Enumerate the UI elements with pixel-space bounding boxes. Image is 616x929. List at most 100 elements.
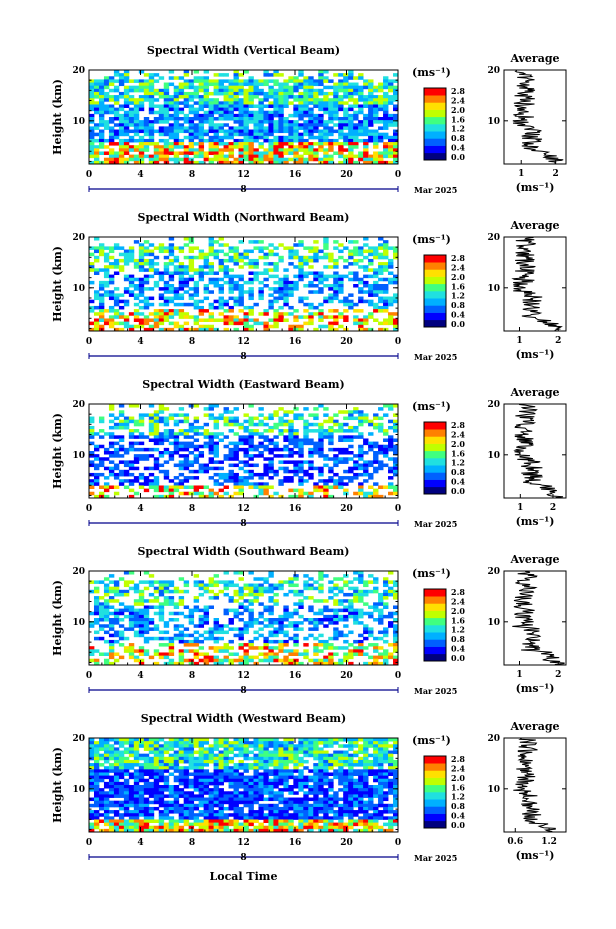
x-tick-label: 0: [395, 671, 401, 681]
colorbar-tick: 0.4: [451, 477, 465, 487]
y-tick-label: 10: [72, 284, 85, 294]
x-tick-label: 16: [289, 170, 302, 180]
avg-x-axis-label: (ms⁻¹): [516, 682, 555, 695]
date-day-label: 8: [240, 185, 246, 195]
average-frame: [503, 570, 567, 666]
colorbar-tick: 0.4: [451, 310, 465, 320]
avg-x-axis-label: (ms⁻¹): [516, 849, 555, 862]
x-tick-label: 0: [395, 337, 401, 347]
colorbar-tick: 1.6: [451, 782, 465, 792]
avg-x-tick-label: 1: [518, 169, 524, 179]
colorbar-segment: [424, 262, 446, 270]
average-title: Average: [509, 386, 559, 399]
colorbar-tick: 0.0: [451, 653, 465, 663]
colorbar-segment: [424, 799, 446, 807]
colorbar-tick: 2.0: [451, 439, 465, 449]
colorbar-tick: 1.2: [451, 124, 465, 134]
colorbar-segment: [424, 465, 446, 473]
colorbar-segment: [424, 116, 446, 125]
colorbar-segment: [424, 255, 446, 263]
colorbar-segment: [424, 603, 446, 611]
avg-x-tick-label: 1: [516, 670, 522, 680]
colorbar-segment: [424, 109, 446, 118]
colorbar-segment: [424, 124, 446, 132]
colorbar-tick: 2.4: [451, 596, 465, 606]
colorbar-unit: (ms⁻¹): [412, 66, 451, 79]
colorbar-segment: [424, 298, 446, 306]
panel-title: Spectral Width (Northward Beam): [138, 211, 350, 224]
date-day-label: 8: [240, 686, 246, 696]
colorbar-tick: 2.8: [451, 754, 465, 764]
avg-x-tick-label: 1: [517, 503, 523, 513]
colorbar-tick: 2.8: [451, 86, 465, 96]
colorbar-segment: [424, 276, 446, 285]
colorbar-segment: [424, 784, 446, 793]
average-profile-line: [511, 237, 563, 331]
heatmap: [89, 70, 399, 165]
x-tick-label: 4: [137, 671, 143, 681]
colorbar-tick: 1.2: [451, 291, 465, 301]
x-tick-label: 4: [137, 337, 143, 347]
colorbar-segment: [424, 653, 446, 662]
x-tick-label: 8: [189, 504, 195, 514]
colorbar-tick: 2.8: [451, 587, 465, 597]
x-tick-label: 8: [189, 671, 195, 681]
colorbar-segment: [424, 422, 446, 430]
y-tick-label: 10: [72, 785, 85, 795]
average-title: Average: [509, 52, 559, 65]
colorbar-segment: [424, 283, 446, 292]
y-axis-label: Height (km): [51, 246, 64, 322]
colorbar-tick: 1.2: [451, 792, 465, 802]
x-tick-label: 4: [137, 838, 143, 848]
colorbar-segment: [424, 312, 446, 321]
x-tick-label: 8: [189, 838, 195, 848]
colorbar-segment: [424, 639, 446, 647]
avg-x-tick-label: 2: [550, 503, 556, 513]
avg-y-tick-label: 10: [487, 117, 500, 127]
x-tick-label: 0: [86, 337, 92, 347]
x-tick-label: 0: [86, 170, 92, 180]
colorbar-tick: 0.0: [451, 486, 465, 496]
colorbar-segment: [424, 95, 446, 103]
colorbar-tick: 2.4: [451, 763, 465, 773]
colorbar-tick: 0.4: [451, 143, 465, 153]
colorbar-segment: [424, 436, 446, 444]
colorbar-tick: 2.4: [451, 429, 465, 439]
x-tick-label: 16: [289, 838, 302, 848]
colorbar-segment: [424, 806, 446, 814]
date-day-label: 8: [240, 853, 246, 863]
heatmap: [89, 571, 399, 666]
average-profile-line: [513, 738, 556, 832]
date-day-label: 8: [240, 519, 246, 529]
panel-title: Spectral Width (Eastward Beam): [142, 378, 344, 391]
colorbar-segment: [424, 763, 446, 771]
average-profile-line: [512, 571, 565, 665]
avg-x-tick-label: 2: [555, 336, 561, 346]
x-tick-label: 20: [340, 504, 353, 514]
y-axis-label: Height (km): [51, 79, 64, 155]
average-frame: [503, 236, 567, 332]
x-tick-label: 20: [340, 337, 353, 347]
avg-x-tick-label: 0.6: [507, 837, 523, 847]
average-title: Average: [509, 720, 559, 733]
x-tick-label: 0: [395, 504, 401, 514]
date-label: Mar 2025: [414, 185, 457, 195]
colorbar-tick: 0.8: [451, 467, 465, 477]
date-label: Mar 2025: [414, 853, 457, 863]
colorbar-segment: [424, 770, 446, 778]
colorbar-segment: [424, 479, 446, 488]
y-tick-label: 10: [72, 451, 85, 461]
average-frame: [503, 69, 567, 165]
colorbar-segment: [424, 617, 446, 626]
colorbar-segment: [424, 813, 446, 822]
avg-y-tick-label: 20: [487, 734, 500, 744]
x-tick-label: 16: [289, 504, 302, 514]
colorbar-segment: [424, 138, 446, 146]
x-tick-label: 20: [340, 838, 353, 848]
colorbar-segment: [424, 319, 446, 328]
colorbar-segment: [424, 450, 446, 459]
x-tick-label: 12: [237, 838, 250, 848]
colorbar-tick: 0.4: [451, 811, 465, 821]
colorbar-tick: 2.8: [451, 253, 465, 263]
